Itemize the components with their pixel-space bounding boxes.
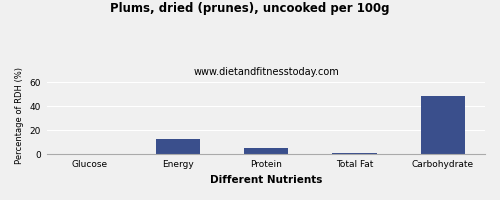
X-axis label: Different Nutrients: Different Nutrients: [210, 175, 322, 185]
Y-axis label: Percentage of RDH (%): Percentage of RDH (%): [15, 67, 24, 164]
Bar: [156, 139, 200, 154]
Bar: [421, 96, 465, 154]
Title: www.dietandfitnesstoday.com: www.dietandfitnesstoday.com: [194, 67, 339, 77]
Bar: [244, 148, 288, 154]
Bar: [332, 153, 376, 154]
Text: Plums, dried (prunes), uncooked per 100g: Plums, dried (prunes), uncooked per 100g: [110, 2, 390, 15]
